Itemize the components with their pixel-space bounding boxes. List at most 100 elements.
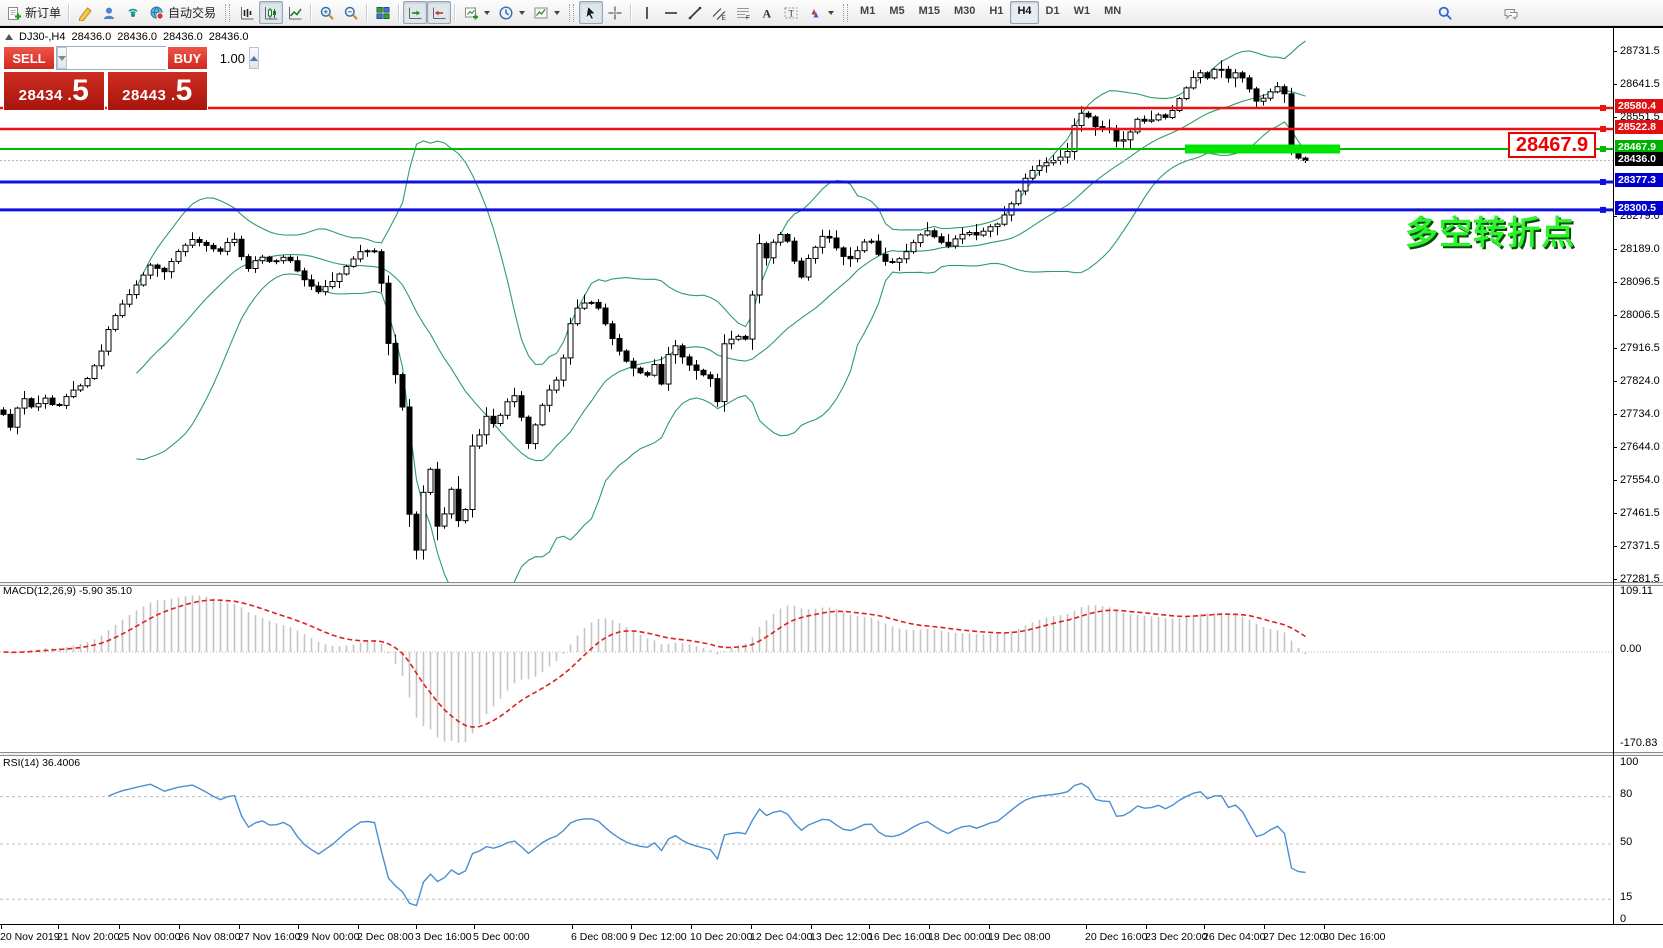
equidistant-channel-button[interactable]: E xyxy=(707,1,731,24)
price-tick-label: 28641.5 xyxy=(1620,78,1660,90)
chart-window xyxy=(0,26,1663,948)
time-tick-label: 5 Dec 00:00 xyxy=(473,931,530,943)
chart-bars-button[interactable] xyxy=(235,1,259,24)
toolbar-drag-handle[interactable] xyxy=(225,3,231,22)
chat-button[interactable] xyxy=(1499,1,1523,24)
price-tick-mark xyxy=(1613,282,1617,283)
arrows-button[interactable] xyxy=(803,1,838,24)
time-tick-label: 20 Dec 16:00 xyxy=(1085,931,1148,943)
triangle-up-icon xyxy=(250,55,258,61)
dropdown-caret-icon xyxy=(484,10,491,15)
zoom-out-button[interactable] xyxy=(339,1,363,24)
new-order-icon xyxy=(6,5,22,21)
time-tick-label: 18 Dec 00:00 xyxy=(928,931,991,943)
chart-shift-icon xyxy=(431,5,447,21)
rsi-pane[interactable] xyxy=(0,756,1613,926)
volume-decrease-button[interactable] xyxy=(57,47,67,69)
dropdown-caret-icon xyxy=(554,10,561,15)
triangle-down-icon xyxy=(58,55,66,61)
autotrading-button[interactable]: 自动交易 xyxy=(145,1,220,24)
price-level-chip: 28377.3 xyxy=(1615,173,1663,187)
volume-input[interactable] xyxy=(67,47,249,69)
metaeditor-button[interactable] xyxy=(73,1,97,24)
price-tick-mark xyxy=(1613,447,1617,448)
pane-splitter[interactable] xyxy=(0,752,1663,756)
price-tick-mark xyxy=(1613,315,1617,316)
rsi-label: RSI(14) 36.4006 xyxy=(3,757,81,769)
trendline-icon xyxy=(687,5,703,21)
buy-button[interactable]: BUY xyxy=(167,46,208,70)
price-tick-mark xyxy=(1613,117,1617,118)
fibonacci-button[interactable]: F xyxy=(731,1,755,24)
time-tick-label: 3 Dec 16:00 xyxy=(415,931,472,943)
timeframe-m1[interactable]: M1 xyxy=(860,5,876,17)
price-tick-mark xyxy=(1613,414,1617,415)
chart-shift-button[interactable] xyxy=(427,1,452,24)
search-icon xyxy=(1437,5,1453,21)
tile-windows-button[interactable] xyxy=(371,1,395,24)
horizontal-line-button[interactable] xyxy=(659,1,683,24)
price-alert-box: 28467.9 xyxy=(1508,132,1596,158)
timeframe-w1[interactable]: W1 xyxy=(1073,5,1091,17)
price-tick-label: 27281.5 xyxy=(1620,573,1660,585)
pane-splitter[interactable] xyxy=(0,582,1663,586)
time-tick-label: 6 Dec 08:00 xyxy=(571,931,628,943)
new-chart-button[interactable] xyxy=(459,1,494,24)
cursor-icon xyxy=(583,5,599,21)
time-axis-border xyxy=(0,924,1663,925)
time-tick-mark xyxy=(1146,925,1147,929)
new-order-button[interactable]: 新订单 xyxy=(2,1,65,24)
sell-price[interactable]: 28434 . 5 xyxy=(3,71,105,111)
chart-line-button[interactable] xyxy=(283,1,307,24)
timeframe-mn[interactable]: MN xyxy=(1104,5,1122,17)
zoom-out-icon xyxy=(343,5,359,21)
text-label-button[interactable]: T xyxy=(779,1,803,24)
label-icon: T xyxy=(783,5,799,21)
timeframe-m30[interactable]: M30 xyxy=(954,5,976,17)
price-tick-mark xyxy=(1613,249,1617,250)
price-tick-mark xyxy=(1613,579,1617,580)
time-tick-mark xyxy=(239,925,240,929)
time-tick-label: 19 Dec 08:00 xyxy=(988,931,1051,943)
price-tick-label: 27644.0 xyxy=(1620,441,1660,453)
time-tick-mark xyxy=(298,925,299,929)
templates-icon xyxy=(533,5,549,21)
signals-button[interactable] xyxy=(121,1,145,24)
macd-pane[interactable] xyxy=(0,586,1613,752)
price-tick-mark xyxy=(1613,381,1617,382)
sell-button[interactable]: SELL xyxy=(3,46,55,70)
time-tick-mark xyxy=(751,925,752,929)
vertical-line-button[interactable] xyxy=(635,1,659,24)
zoom-in-button[interactable] xyxy=(315,1,339,24)
panel-collapse-icon[interactable] xyxy=(5,34,13,40)
toolbar-drag-handle[interactable] xyxy=(843,3,849,22)
volume-increase-button[interactable] xyxy=(249,47,259,69)
chart-candles-button[interactable] xyxy=(259,1,284,24)
trendline-button[interactable] xyxy=(683,1,707,24)
timeframe-h1[interactable]: H1 xyxy=(989,5,1004,17)
price-tick-label: 28731.5 xyxy=(1620,45,1660,57)
timeframe-m5[interactable]: M5 xyxy=(889,5,905,17)
autoscroll-button[interactable] xyxy=(403,1,428,24)
toolbar-drag-handle[interactable] xyxy=(569,3,575,22)
price-level-chip: 28522.8 xyxy=(1615,120,1663,134)
buy-price[interactable]: 28443 . 5 xyxy=(106,71,208,111)
templates-button[interactable] xyxy=(529,1,564,24)
cursor-button[interactable] xyxy=(579,1,604,24)
price-level-chip: 28467.9 xyxy=(1615,140,1663,154)
chart-line-icon xyxy=(287,5,303,21)
price-tick-label: 27824.0 xyxy=(1620,375,1660,387)
quote-open: 28436.0 xyxy=(71,31,112,43)
search-button[interactable] xyxy=(1433,1,1457,24)
timeframe-m15[interactable]: M15 xyxy=(918,5,940,17)
timeframe-d1[interactable]: D1 xyxy=(1045,5,1060,17)
crosshair-button[interactable] xyxy=(603,1,627,24)
text-button[interactable]: A xyxy=(755,1,779,24)
main-chart[interactable] xyxy=(0,29,1613,582)
time-tick-mark xyxy=(416,925,417,929)
time-tick-mark xyxy=(1204,925,1205,929)
timeframe-h4[interactable]: H4 xyxy=(1010,1,1039,24)
periods-button[interactable] xyxy=(494,1,529,24)
community-button[interactable] xyxy=(97,1,121,24)
time-tick-label: 30 Dec 16:00 xyxy=(1323,931,1386,943)
